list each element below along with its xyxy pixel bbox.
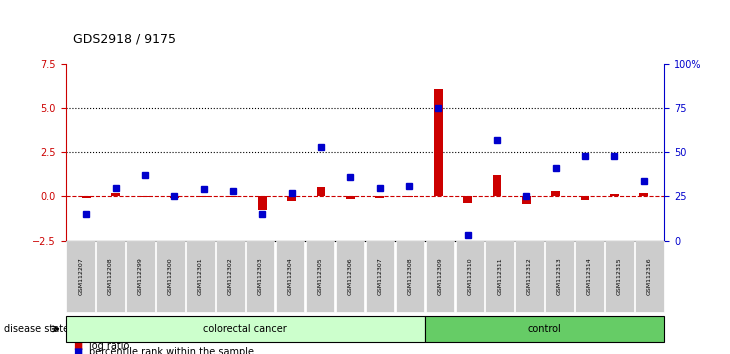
Bar — [610, 194, 619, 196]
Text: GSM112314: GSM112314 — [587, 257, 592, 295]
Bar — [464, 196, 472, 202]
Bar — [170, 196, 179, 198]
Text: GSM112315: GSM112315 — [617, 257, 622, 295]
Text: GSM112302: GSM112302 — [228, 257, 233, 295]
Text: GSM112208: GSM112208 — [108, 257, 113, 295]
Text: GDS2918 / 9175: GDS2918 / 9175 — [73, 33, 176, 45]
Bar — [141, 196, 150, 198]
Text: log ratio: log ratio — [89, 341, 129, 351]
Bar — [111, 193, 120, 196]
Text: ■: ■ — [73, 341, 82, 351]
Bar — [317, 187, 326, 196]
Text: GSM112316: GSM112316 — [647, 257, 652, 295]
Bar — [522, 196, 531, 205]
Text: disease state: disease state — [4, 324, 69, 334]
Text: GSM112312: GSM112312 — [527, 257, 532, 295]
Text: percentile rank within the sample: percentile rank within the sample — [89, 347, 254, 354]
Text: GSM112309: GSM112309 — [437, 257, 442, 295]
Bar — [434, 88, 443, 196]
Bar — [199, 196, 208, 198]
Bar — [258, 196, 266, 210]
Text: GSM112305: GSM112305 — [318, 257, 323, 295]
Bar — [493, 175, 502, 196]
Bar — [287, 196, 296, 201]
Text: GSM112311: GSM112311 — [497, 257, 502, 295]
Text: GSM112207: GSM112207 — [78, 257, 83, 295]
Bar — [228, 196, 237, 198]
Text: GSM112306: GSM112306 — [347, 257, 353, 295]
Bar — [346, 196, 355, 199]
Text: GSM112299: GSM112299 — [138, 257, 143, 295]
Bar — [404, 196, 413, 198]
Bar — [82, 196, 91, 198]
Text: control: control — [528, 324, 561, 334]
Text: ■: ■ — [73, 347, 82, 354]
Text: GSM112300: GSM112300 — [168, 257, 173, 295]
Text: GSM112310: GSM112310 — [467, 257, 472, 295]
Text: GSM112313: GSM112313 — [557, 257, 562, 295]
Bar — [580, 196, 590, 200]
Text: colorectal cancer: colorectal cancer — [204, 324, 287, 334]
Bar — [375, 196, 384, 198]
Text: GSM112304: GSM112304 — [288, 257, 293, 295]
Text: GSM112301: GSM112301 — [198, 257, 203, 295]
Text: GSM112303: GSM112303 — [258, 257, 263, 295]
Bar — [639, 193, 648, 196]
Text: GSM112308: GSM112308 — [407, 257, 412, 295]
Text: GSM112307: GSM112307 — [377, 257, 383, 295]
Bar — [551, 191, 560, 196]
